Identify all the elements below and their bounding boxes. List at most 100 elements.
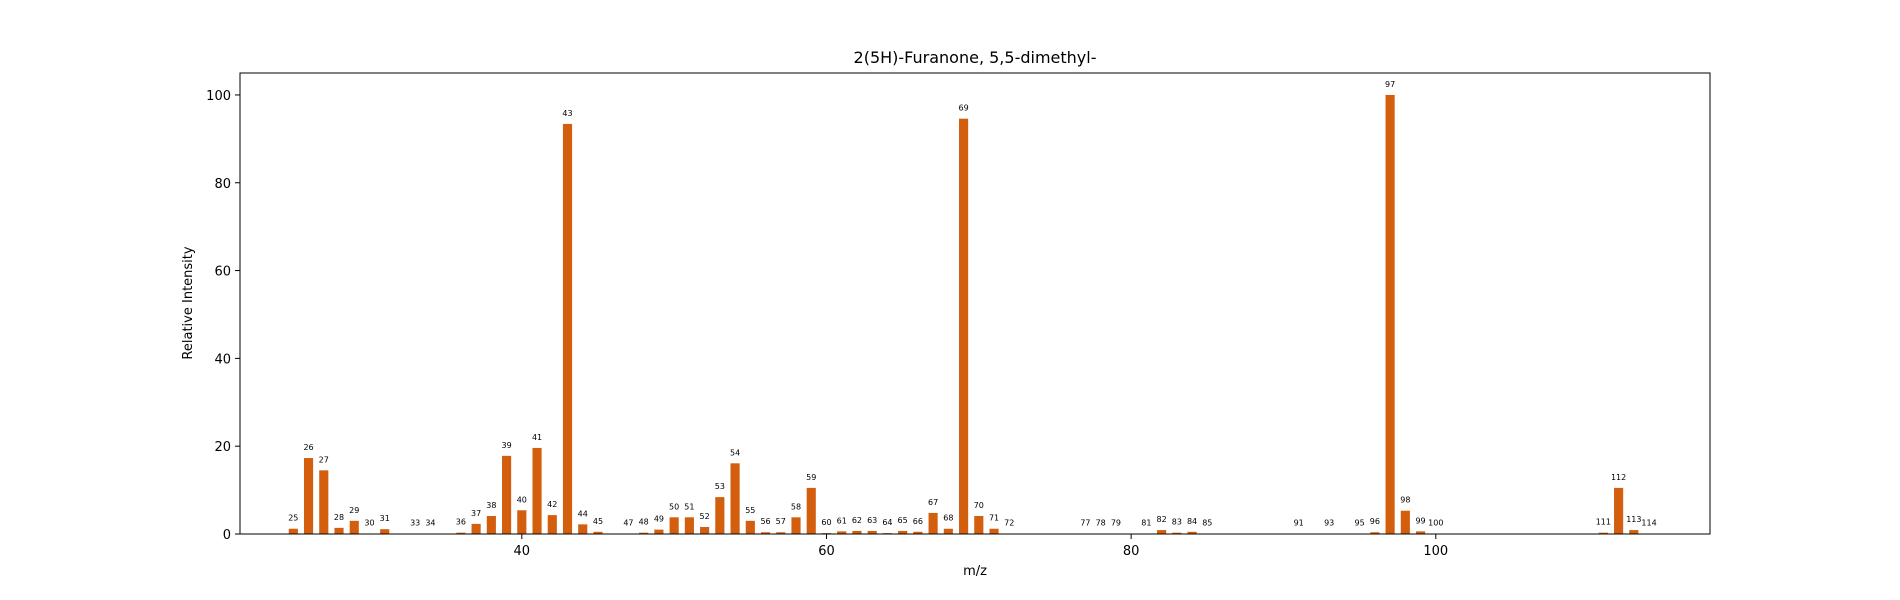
x-axis: 40 60 80 100 [514, 534, 1448, 559]
peak-label-112: 112 [1611, 473, 1626, 482]
y-tick-label: 0 [223, 528, 231, 543]
peak-label-28: 28 [334, 513, 344, 522]
peak-label-56: 56 [760, 517, 770, 526]
peak-bar-50 [669, 517, 679, 534]
peak-label-79: 79 [1111, 519, 1121, 528]
peak-bar-49 [654, 529, 664, 534]
peak-bar-111 [1598, 532, 1608, 534]
peak-label-83: 83 [1172, 518, 1182, 527]
peak-label-53: 53 [715, 482, 725, 491]
peak-bar-98 [1400, 510, 1410, 534]
peak-label-113: 113 [1626, 515, 1641, 524]
peak-bar-37 [471, 523, 481, 534]
peak-label-52: 52 [700, 512, 710, 521]
peak-bar-65 [898, 530, 908, 534]
peak-bar-48 [639, 532, 649, 534]
peak-bar-42 [547, 515, 557, 534]
peak-label-77: 77 [1080, 519, 1090, 528]
y-tick-label: 40 [214, 352, 231, 367]
y-tick-label: 80 [214, 177, 231, 192]
peak-label-59: 59 [806, 473, 816, 482]
peak-bar-113 [1629, 530, 1639, 534]
peak-labels-group: 25 26 27 28 29 30 31 33 34 36 37 38 39 40 41 42 43 44 45 47… [288, 80, 1656, 528]
peak-label-38: 38 [486, 501, 496, 510]
peak-label-85: 85 [1202, 519, 1212, 528]
peak-bar-58 [791, 517, 801, 534]
peak-label-81: 81 [1141, 519, 1151, 528]
peak-label-67: 67 [928, 498, 938, 507]
peak-bar-26 [303, 458, 314, 534]
peak-bar-38 [486, 516, 496, 534]
peak-bar-69 [959, 118, 969, 534]
peak-label-82: 82 [1157, 515, 1167, 524]
peak-label-33: 33 [410, 519, 420, 528]
peak-label-95: 95 [1355, 519, 1365, 528]
peak-label-26: 26 [303, 443, 313, 452]
peak-label-36: 36 [456, 518, 466, 527]
peak-bar-56 [760, 532, 771, 534]
peak-bar-44 [578, 524, 588, 534]
peak-bar-96 [1370, 532, 1380, 534]
plot-frame [239, 72, 1711, 535]
peak-bar-45 [593, 531, 603, 534]
x-tick-label: 40 [514, 544, 531, 559]
peak-label-57: 57 [776, 517, 786, 526]
peak-label-65: 65 [898, 516, 908, 525]
peak-label-78: 78 [1096, 519, 1106, 528]
peak-label-48: 48 [639, 518, 649, 527]
peak-label-50: 50 [669, 502, 679, 511]
peak-label-98: 98 [1400, 496, 1410, 505]
peak-bar-25 [288, 528, 298, 534]
peak-label-58: 58 [791, 502, 801, 511]
peak-label-25: 25 [288, 514, 298, 523]
peak-label-91: 91 [1294, 519, 1304, 528]
peak-bar-62 [852, 530, 862, 534]
peak-label-61: 61 [837, 516, 847, 525]
peak-label-37: 37 [471, 509, 481, 518]
peak-bar-70 [974, 516, 984, 534]
peak-bar-40 [517, 510, 527, 534]
peak-label-93: 93 [1324, 519, 1334, 528]
y-tick-label: 60 [214, 265, 231, 280]
peak-bar-57 [776, 532, 786, 534]
peak-bar-36 [456, 532, 466, 534]
peak-label-44: 44 [578, 509, 588, 518]
peak-label-43: 43 [562, 109, 572, 118]
x-tick-label: 100 [1423, 544, 1448, 559]
peak-label-29: 29 [349, 506, 359, 515]
peak-bar-83 [1172, 532, 1182, 534]
peak-label-41: 41 [532, 433, 542, 442]
peak-label-70: 70 [974, 501, 984, 510]
peak-bar-66 [913, 531, 923, 534]
peak-label-111: 111 [1596, 518, 1611, 527]
chart-title: 2(5H)-Furanone, 5,5-dimethyl- [854, 48, 1097, 67]
peak-label-66: 66 [913, 517, 923, 526]
peak-bar-61 [837, 531, 847, 534]
peak-label-96: 96 [1370, 517, 1380, 526]
y-axis-label: Relative Intensity [181, 246, 196, 359]
peak-bar-54 [730, 463, 740, 534]
peak-bar-53 [715, 497, 725, 534]
peak-label-84: 84 [1187, 517, 1197, 526]
peak-label-72: 72 [1004, 519, 1014, 528]
peak-bar-67 [928, 512, 938, 534]
peak-label-47: 47 [623, 519, 633, 528]
peak-bar-27 [319, 470, 329, 534]
peak-label-68: 68 [943, 514, 953, 523]
peak-label-42: 42 [547, 500, 557, 509]
peak-label-55: 55 [745, 506, 755, 515]
peak-label-54: 54 [730, 448, 740, 457]
y-tick-label: 100 [206, 89, 231, 104]
peak-label-71: 71 [989, 514, 999, 523]
peak-bar-39 [502, 455, 512, 534]
peak-label-62: 62 [852, 516, 862, 525]
peak-bar-41 [532, 447, 542, 534]
peak-bar-43 [562, 123, 573, 535]
peak-label-45: 45 [593, 517, 603, 526]
peak-label-69: 69 [958, 104, 968, 113]
peak-label-49: 49 [654, 515, 664, 524]
x-axis-label: m/z [963, 564, 987, 579]
peak-bar-31 [380, 529, 390, 534]
peak-label-31: 31 [380, 514, 390, 523]
